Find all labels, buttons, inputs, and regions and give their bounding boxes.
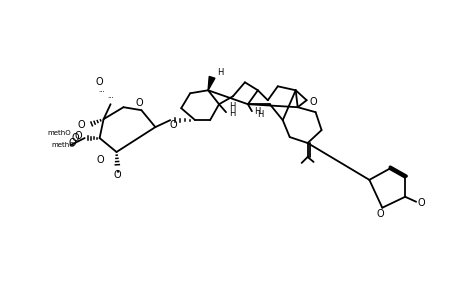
Text: H: H xyxy=(228,109,235,118)
Text: O: O xyxy=(416,198,424,208)
Text: O: O xyxy=(96,155,104,165)
Text: O: O xyxy=(72,133,79,143)
Text: O: O xyxy=(309,97,317,107)
Text: ···: ··· xyxy=(107,95,114,101)
Text: O: O xyxy=(95,77,103,87)
Polygon shape xyxy=(207,76,214,90)
Text: O: O xyxy=(375,209,383,219)
Text: O: O xyxy=(169,120,177,130)
Text: O: O xyxy=(135,98,143,108)
Text: H: H xyxy=(228,102,235,111)
Text: O: O xyxy=(75,131,82,141)
Text: O: O xyxy=(69,138,76,148)
Text: ···: ··· xyxy=(98,89,105,95)
Text: H: H xyxy=(216,68,223,77)
Text: methO: methO xyxy=(51,142,74,148)
Text: methO: methO xyxy=(47,130,70,136)
Text: O: O xyxy=(113,170,121,180)
Text: H: H xyxy=(253,107,259,116)
Text: H: H xyxy=(256,110,263,119)
Text: O: O xyxy=(78,120,85,130)
